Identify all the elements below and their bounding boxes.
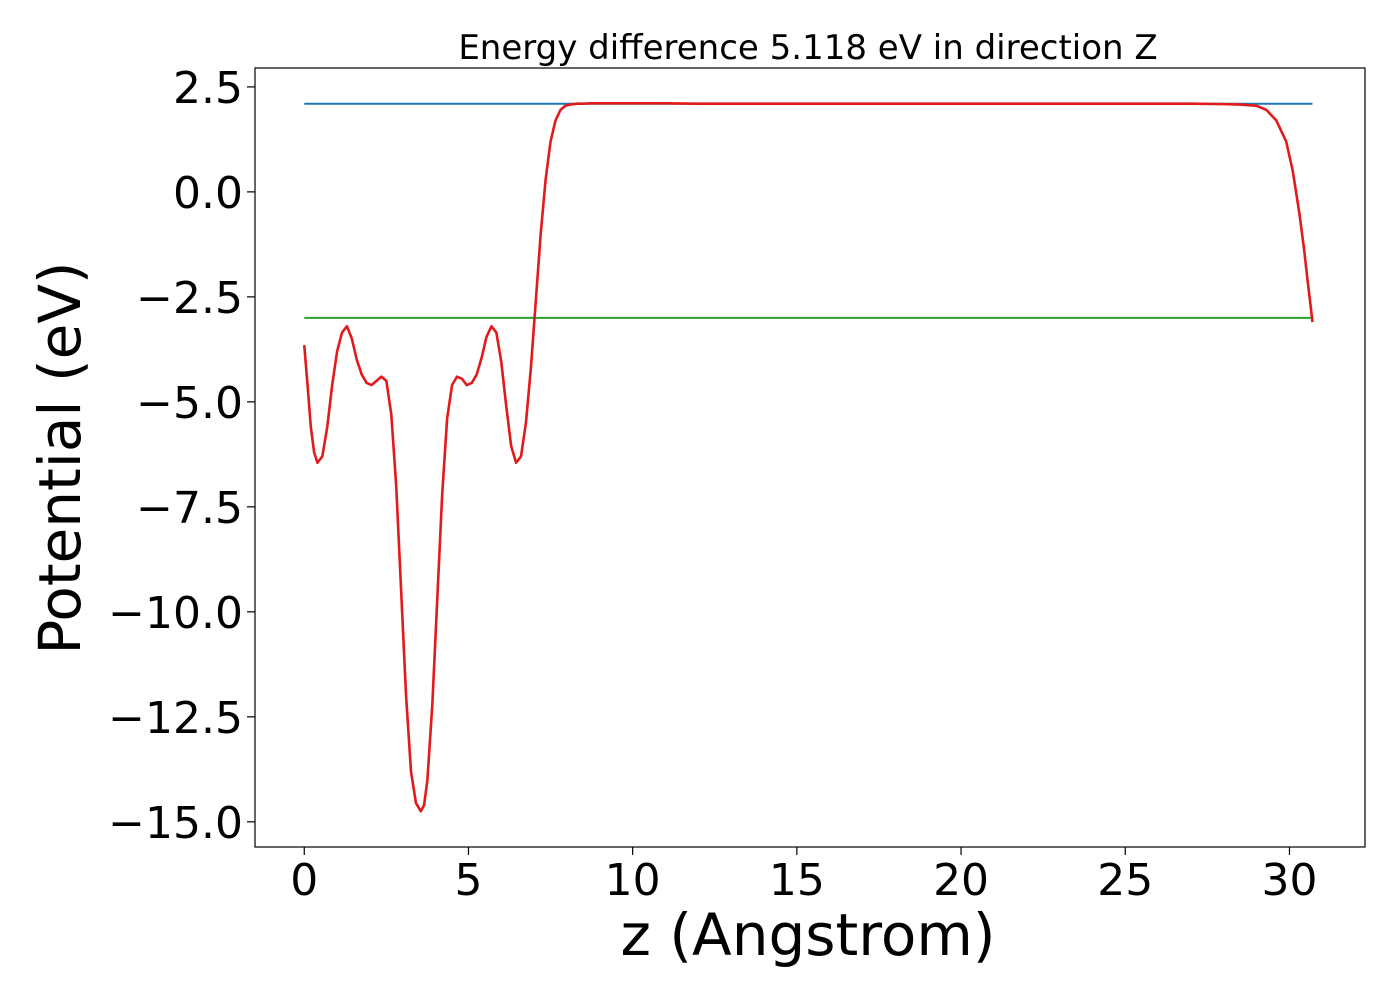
y-tick-label: 2.5	[173, 63, 243, 114]
x-tick-label: 20	[933, 855, 989, 906]
y-tick-label: −7.5	[136, 483, 243, 534]
y-tick-label: −5.0	[136, 378, 243, 429]
y-tick-label: −2.5	[136, 273, 243, 324]
y-tick-label: −10.0	[108, 588, 243, 639]
x-tick-label: 25	[1097, 855, 1153, 906]
axes-frame	[254, 67, 1366, 848]
x-tick-label: 5	[454, 855, 482, 906]
y-tick-label: 0.0	[173, 168, 243, 219]
y-tick-label: −12.5	[108, 693, 243, 744]
y-tick-label: −15.0	[108, 798, 243, 849]
x-axis-ticks: 0 5 10 15 20 25 30	[290, 847, 1317, 906]
y-axis-ticks: 2.5 0.0 −2.5 −5.0 −7.5 −10.0 −12.5 −15.0	[108, 63, 255, 849]
x-axis-label: z (Angstrom)	[621, 901, 996, 969]
x-tick-label: 30	[1261, 855, 1317, 906]
chart-title: Energy difference 5.118 eV in direction …	[458, 28, 1157, 68]
x-tick-label: 15	[769, 855, 825, 906]
x-tick-label: 10	[605, 855, 661, 906]
potential-curve	[302, 101, 1314, 813]
x-tick-label: 0	[290, 855, 318, 906]
y-axis-label: Potential (eV)	[26, 261, 94, 654]
plot-area	[302, 101, 1314, 813]
